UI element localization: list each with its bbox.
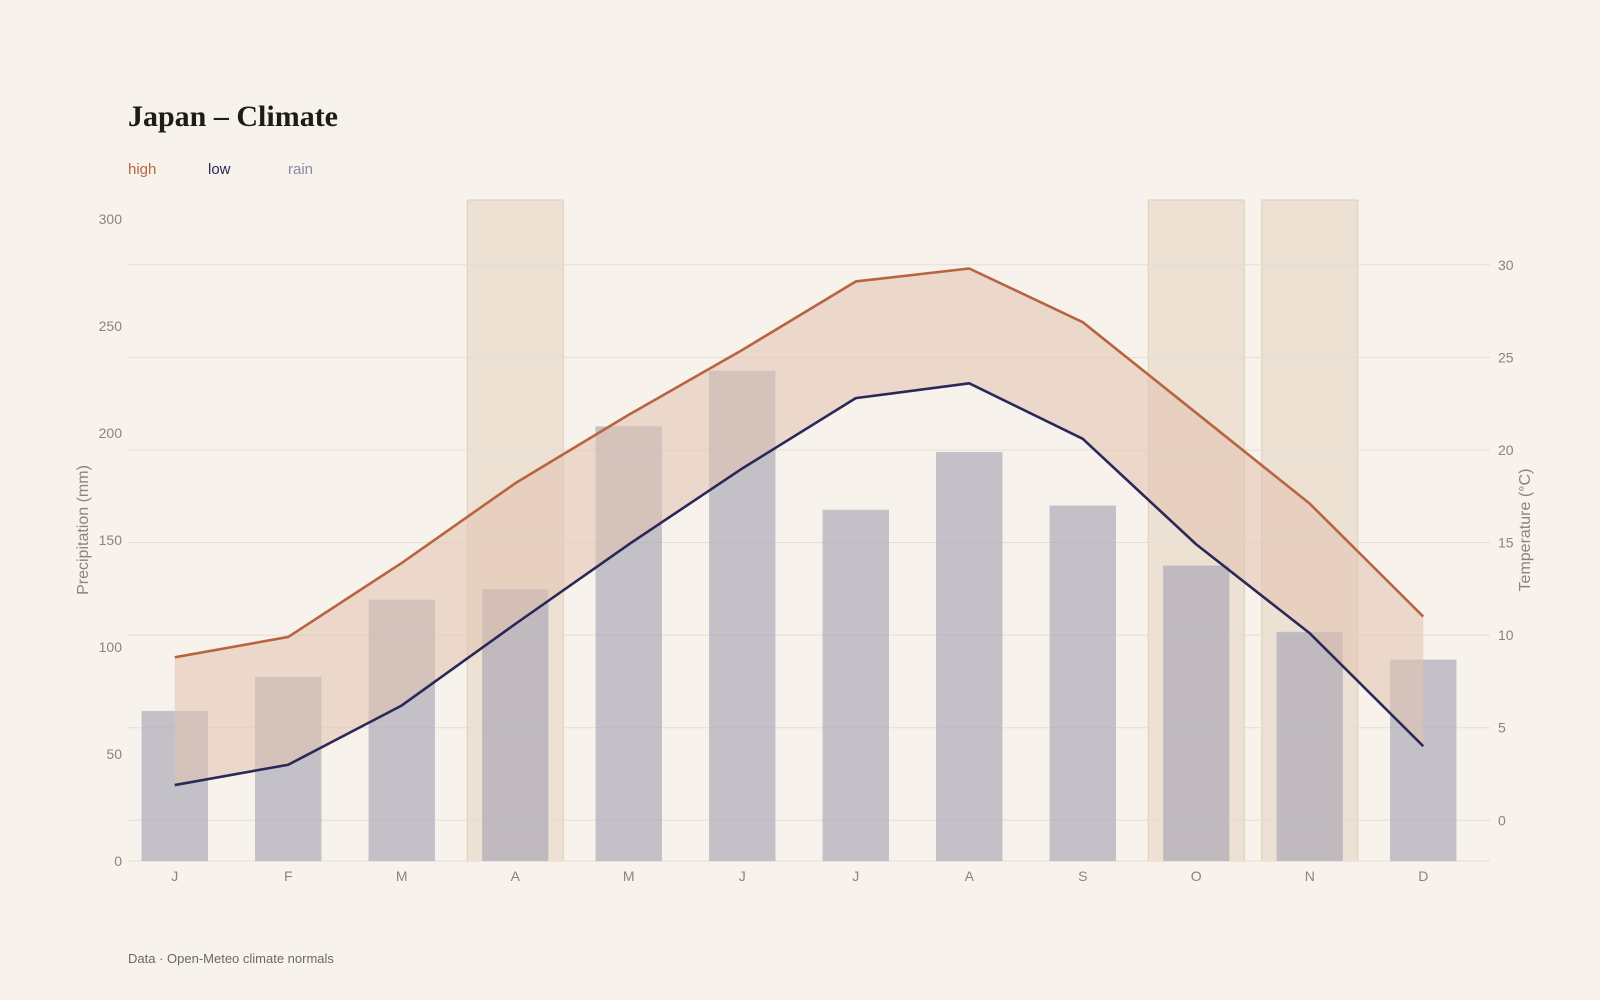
x-tick-label: J: [171, 868, 178, 884]
rain-bar: [822, 509, 889, 862]
rain-bar: [1049, 505, 1116, 862]
right-tick-label: 25: [1498, 349, 1514, 365]
right-tick-label: 30: [1498, 257, 1514, 273]
right-tick-label: 5: [1498, 720, 1506, 736]
x-tick-label: N: [1305, 868, 1315, 884]
rain-bar: [1163, 565, 1230, 862]
low-line: [174, 382, 1425, 787]
axis-layer: 0 50 100 150 200 250 300 0 5 10 15 20 25 30 J F M A M J J A S O…: [75, 211, 1534, 884]
rain-bar: [936, 452, 1003, 862]
left-tick-label: 0: [114, 853, 122, 869]
left-tick-label: 150: [99, 532, 123, 548]
high-line: [174, 267, 1425, 659]
legend-rain: rain: [288, 161, 314, 178]
x-tick-label: M: [623, 868, 635, 884]
right-tick-label: 0: [1498, 812, 1506, 828]
right-tick-label: 15: [1498, 535, 1514, 551]
right-tick-label: 20: [1498, 442, 1514, 458]
x-tick-label: A: [511, 868, 521, 884]
legend-high: high: [128, 161, 157, 178]
left-axis-title: Precipitation (mm): [75, 465, 92, 595]
temperature-band: [174, 268, 1424, 786]
x-tick-label: F: [284, 868, 293, 884]
left-tick-label: 300: [99, 211, 123, 227]
x-tick-label: J: [739, 868, 746, 884]
x-tick-label: J: [852, 868, 859, 884]
chart-title: Japan – Climate: [128, 100, 338, 133]
x-tick-label: A: [965, 868, 975, 884]
right-tick-label: 10: [1498, 627, 1514, 643]
left-tick-label: 200: [99, 425, 123, 441]
right-axis-title: Temperature (°C): [1517, 469, 1534, 592]
temperature-range-band: [174, 268, 1424, 786]
x-tick-label: O: [1191, 868, 1202, 884]
legend-low: low: [208, 161, 231, 178]
x-tick-label: S: [1078, 868, 1087, 884]
left-tick-label: 100: [99, 639, 123, 655]
temperature-lines: [174, 267, 1425, 787]
rain-bar: [1276, 631, 1343, 862]
data-source: Data · Open-Meteo climate normals: [128, 951, 334, 966]
x-tick-label: D: [1418, 868, 1428, 884]
x-tick-label: M: [396, 868, 408, 884]
left-tick-label: 250: [99, 318, 123, 334]
left-tick-label: 50: [106, 746, 122, 762]
